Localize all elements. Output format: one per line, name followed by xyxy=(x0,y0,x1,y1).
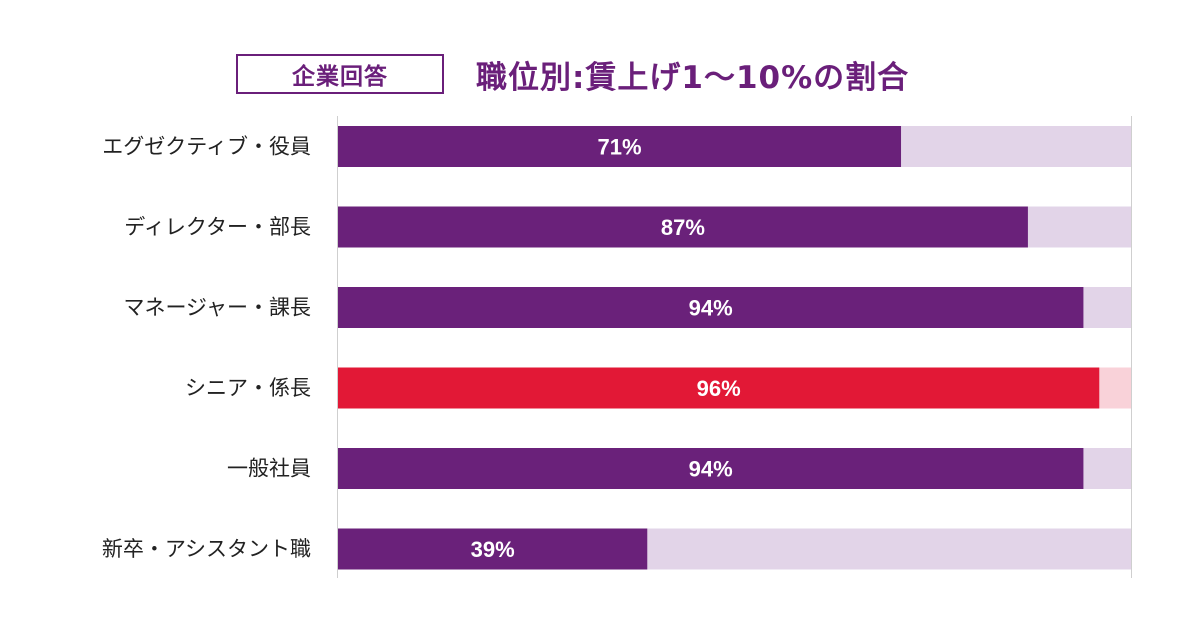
bar xyxy=(338,448,1084,489)
category-label: 一般社員 xyxy=(227,457,311,481)
bar xyxy=(338,126,902,167)
bar xyxy=(338,367,1100,409)
value-label: 94% xyxy=(689,296,733,321)
bar xyxy=(338,206,1028,248)
value-label: 71% xyxy=(597,135,641,160)
chart-title: 職位別:賃上げ1〜10%の割合 xyxy=(476,59,910,96)
category-label: マネージャー・課長 xyxy=(123,296,311,320)
respondent-badge: 企業回答 xyxy=(236,54,444,94)
category-label: 新卒・アシスタント職 xyxy=(102,537,311,561)
value-label: 94% xyxy=(689,457,733,482)
chart-header: 企業回答 職位別:賃上げ1〜10%の割合 xyxy=(236,50,909,98)
category-label: シニア・係長 xyxy=(185,376,311,400)
value-label: 39% xyxy=(471,537,515,562)
value-label: 87% xyxy=(661,215,705,240)
bar xyxy=(338,287,1084,328)
category-label: エグゼクティブ・役員 xyxy=(102,135,311,159)
bar xyxy=(338,528,648,570)
value-label: 96% xyxy=(697,376,741,401)
category-label: ディレクター・部長 xyxy=(124,215,311,239)
